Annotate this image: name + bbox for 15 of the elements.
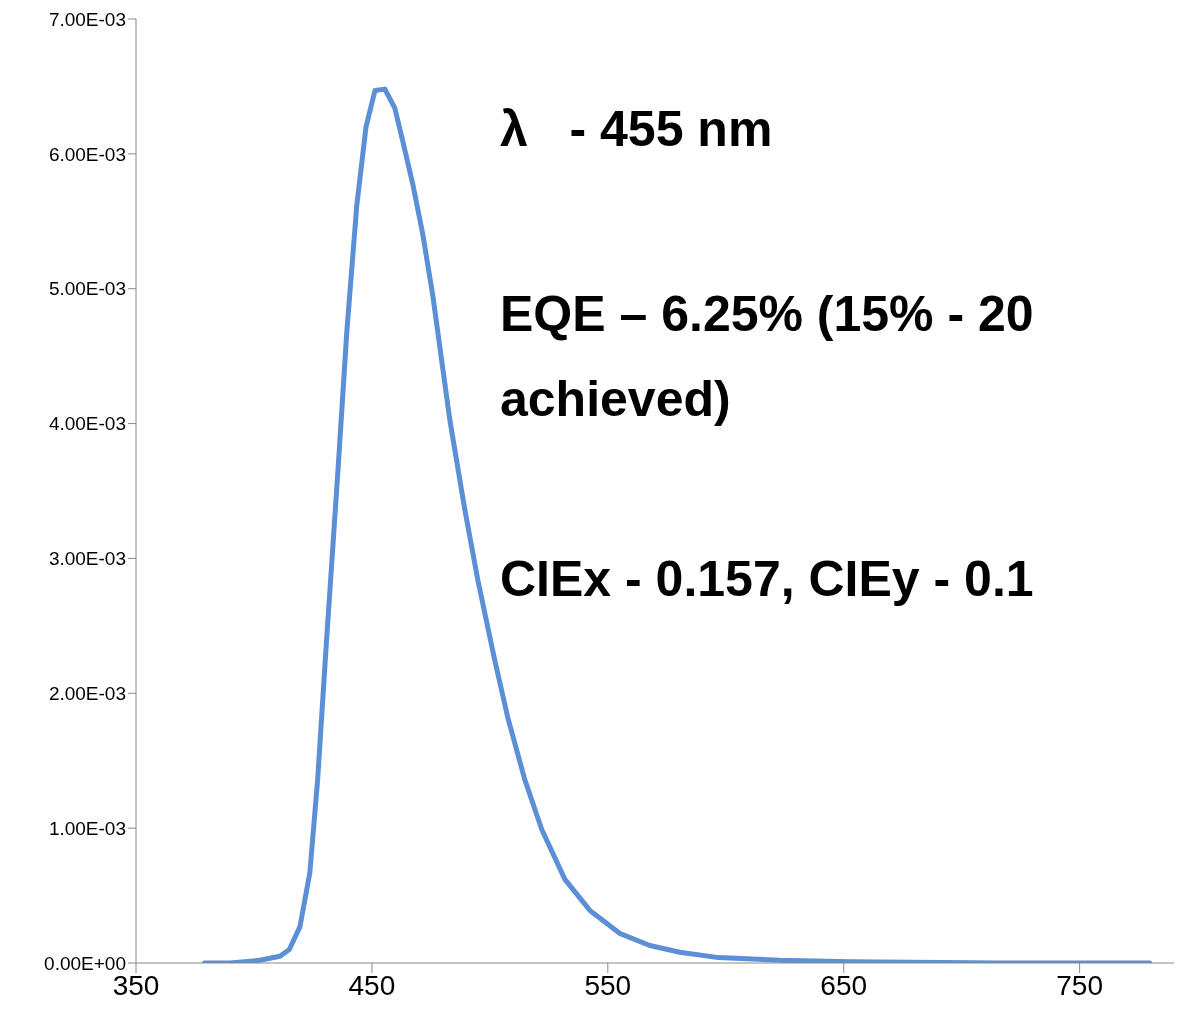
annotation: EQE – 6.25% (15% - 20 — [500, 285, 1034, 343]
annotation: achieved) — [500, 370, 731, 428]
y-tick-label: 6.00E-03 — [48, 143, 126, 165]
y-tick-label: 4.00E-03 — [48, 413, 126, 435]
y-tick-label: 7.00E-03 — [48, 8, 126, 30]
x-tick-label: 550 — [584, 969, 632, 1001]
x-tick-label: 450 — [348, 969, 396, 1001]
y-tick-label: 5.00E-03 — [48, 278, 126, 300]
y-tick-label: 3.00E-03 — [48, 548, 126, 570]
y-tick-label: 1.00E-03 — [48, 817, 126, 839]
x-tick-label: 650 — [820, 969, 868, 1001]
annotation: CIEx - 0.157, CIEy - 0.1 — [500, 550, 1034, 608]
y-tick-label: 2.00E-03 — [48, 683, 126, 705]
x-tick-label: 750 — [1056, 969, 1103, 1001]
annotation: λ - 455 nm — [500, 100, 773, 158]
